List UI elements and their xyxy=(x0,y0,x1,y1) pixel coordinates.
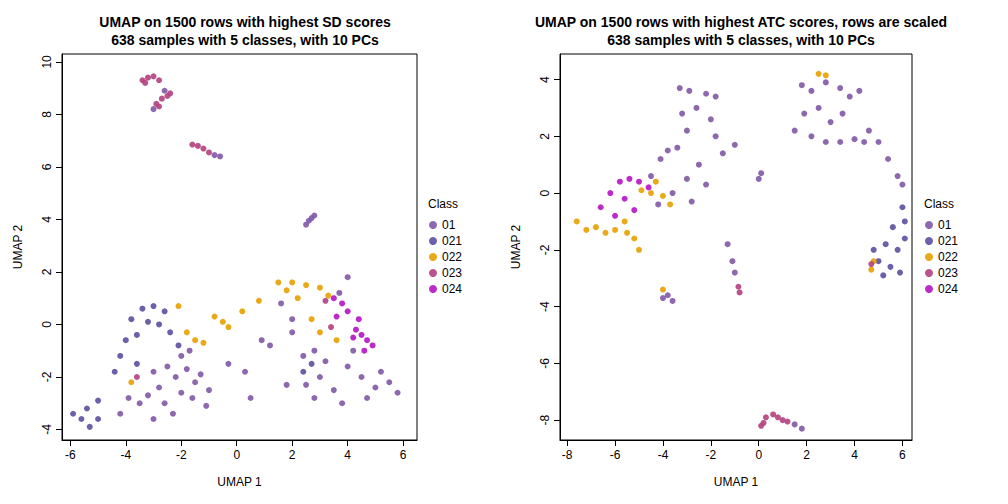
svg-text:023: 023 xyxy=(938,266,958,280)
svg-text:0: 0 xyxy=(233,448,240,462)
svg-text:-4: -4 xyxy=(120,448,131,462)
svg-text:6: 6 xyxy=(40,163,54,170)
svg-text:-2: -2 xyxy=(176,448,187,462)
svg-text:023: 023 xyxy=(442,266,462,280)
svg-text:-6: -6 xyxy=(65,448,76,462)
svg-text:4: 4 xyxy=(851,448,858,462)
svg-text:-6: -6 xyxy=(538,358,552,369)
svg-text:024: 024 xyxy=(442,282,462,296)
svg-text:UMAP 2: UMAP 2 xyxy=(11,224,25,269)
svg-text:-2: -2 xyxy=(40,371,54,382)
svg-text:-4: -4 xyxy=(538,301,552,312)
svg-text:UMAP on 1500 rows with highest: UMAP on 1500 rows with highest ATC score… xyxy=(535,14,947,30)
svg-text:-2: -2 xyxy=(538,244,552,255)
svg-text:-2: -2 xyxy=(706,448,717,462)
svg-text:0: 0 xyxy=(538,189,552,196)
svg-text:Class: Class xyxy=(924,197,954,211)
svg-text:2: 2 xyxy=(538,133,552,140)
svg-text:UMAP 1: UMAP 1 xyxy=(714,475,759,489)
svg-text:01: 01 xyxy=(938,218,952,232)
svg-text:10: 10 xyxy=(40,55,54,69)
svg-text:0: 0 xyxy=(40,321,54,328)
svg-text:4: 4 xyxy=(538,76,552,83)
svg-text:638 samples with 5 classes, wi: 638 samples with 5 classes, with 10 PCs xyxy=(607,32,875,48)
svg-text:-8: -8 xyxy=(538,414,552,425)
svg-text:2: 2 xyxy=(40,268,54,275)
svg-text:Class: Class xyxy=(428,197,458,211)
svg-text:4: 4 xyxy=(40,216,54,223)
svg-text:021: 021 xyxy=(442,234,462,248)
svg-text:6: 6 xyxy=(899,448,906,462)
svg-text:2: 2 xyxy=(803,448,810,462)
svg-text:-4: -4 xyxy=(40,424,54,435)
svg-text:2: 2 xyxy=(289,448,296,462)
svg-text:638 samples with 5 classes, wi: 638 samples with 5 classes, with 10 PCs xyxy=(111,32,379,48)
svg-text:-8: -8 xyxy=(562,448,573,462)
svg-text:6: 6 xyxy=(400,448,407,462)
svg-text:021: 021 xyxy=(938,234,958,248)
svg-text:0: 0 xyxy=(755,448,762,462)
svg-text:UMAP 2: UMAP 2 xyxy=(509,224,523,269)
svg-text:UMAP 1: UMAP 1 xyxy=(217,475,262,489)
svg-text:8: 8 xyxy=(40,111,54,118)
svg-text:4: 4 xyxy=(344,448,351,462)
svg-text:022: 022 xyxy=(938,250,958,264)
svg-text:024: 024 xyxy=(938,282,958,296)
svg-text:UMAP on 1500 rows with highest: UMAP on 1500 rows with highest SD scores xyxy=(99,14,391,30)
svg-text:022: 022 xyxy=(442,250,462,264)
svg-text:-4: -4 xyxy=(658,448,669,462)
svg-text:-6: -6 xyxy=(610,448,621,462)
svg-text:01: 01 xyxy=(442,218,456,232)
